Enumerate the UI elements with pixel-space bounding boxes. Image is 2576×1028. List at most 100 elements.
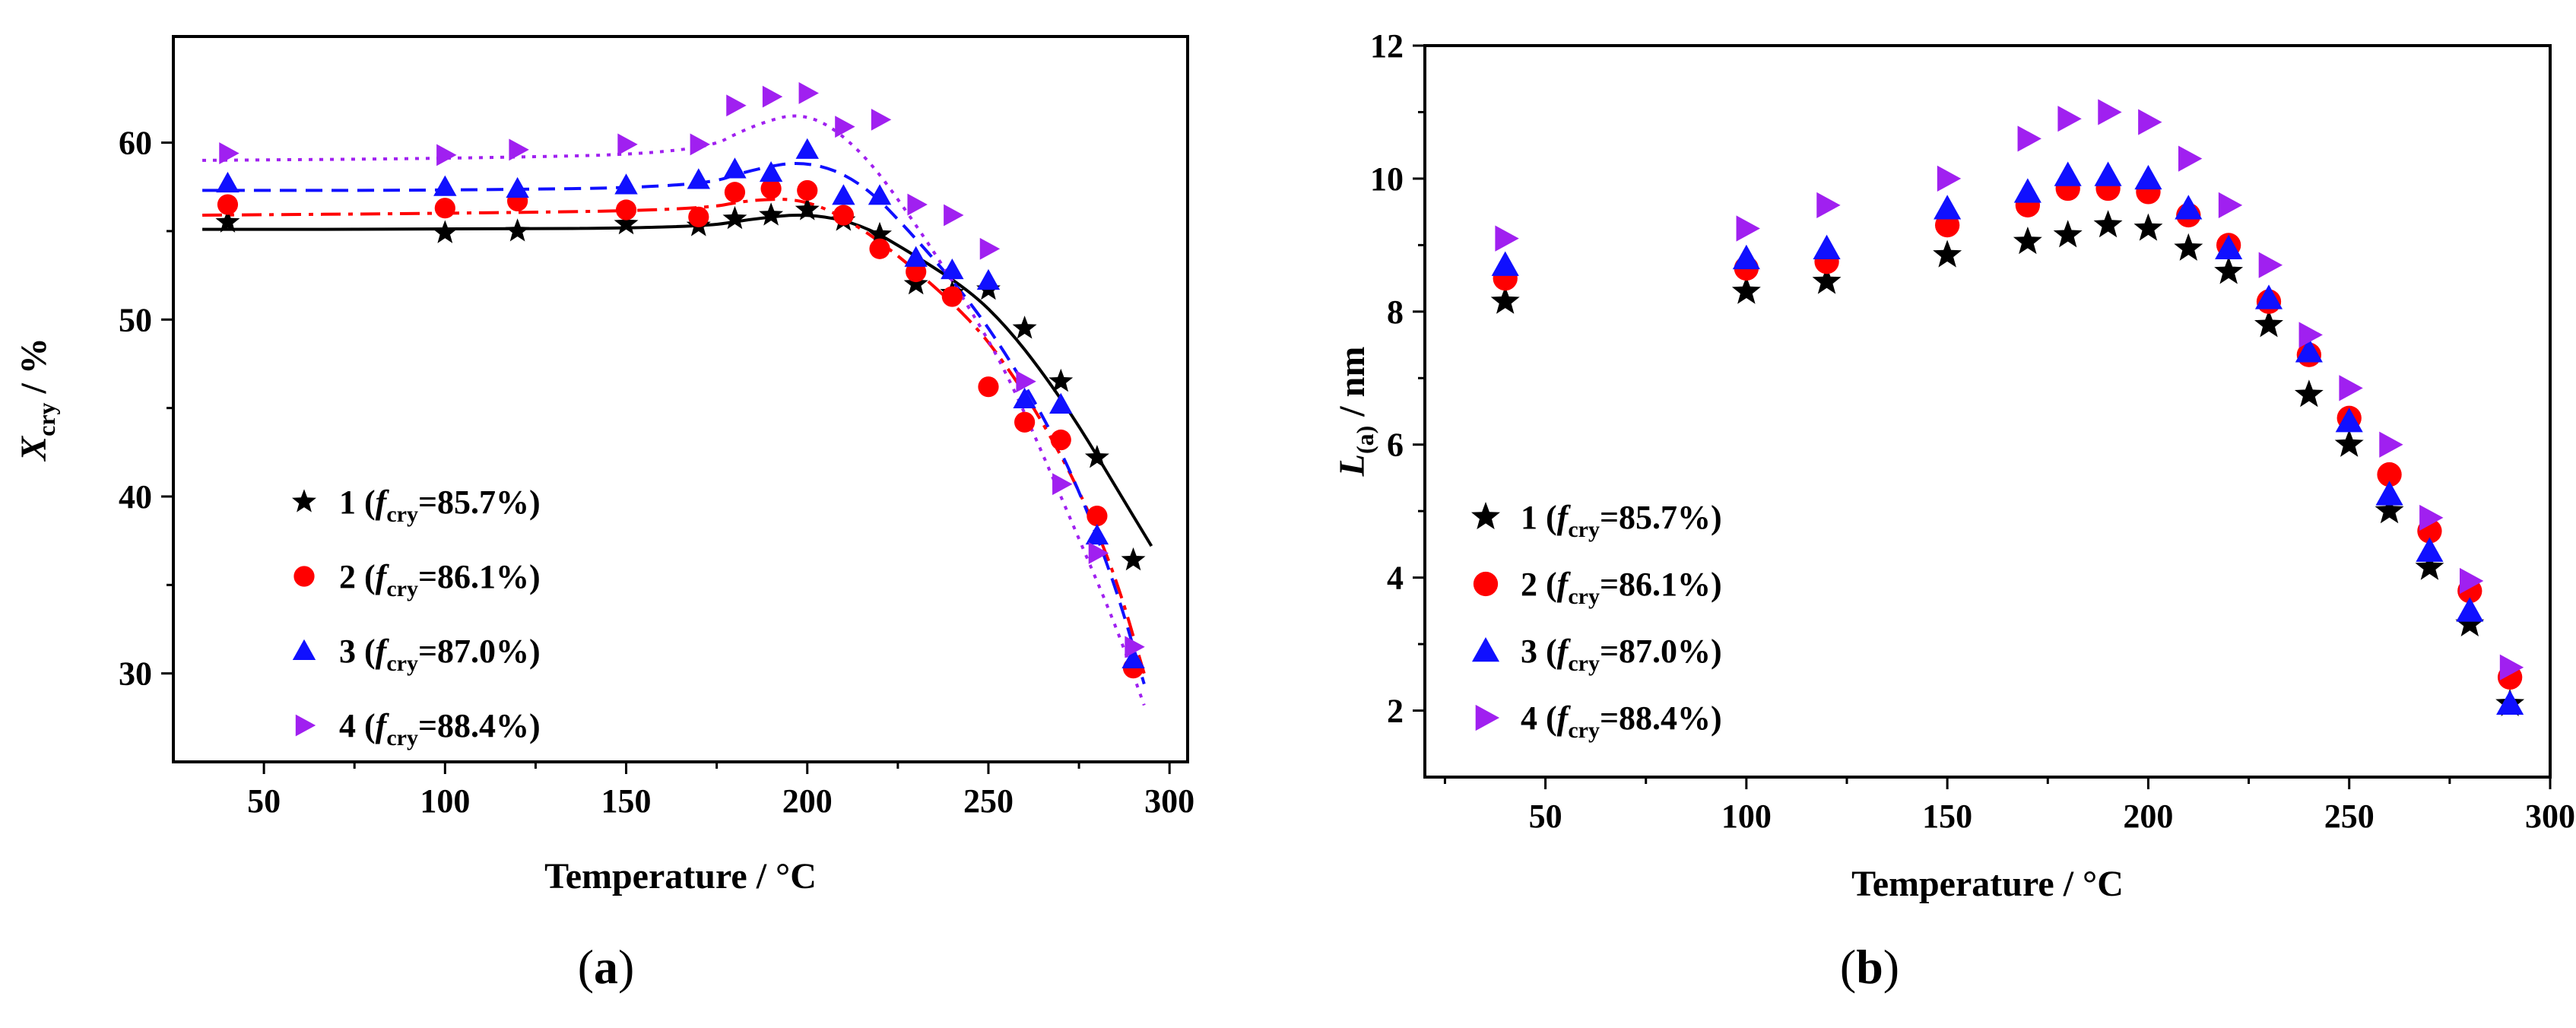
legend-label-series-4: 4 (fcry=88.4%) <box>339 707 541 750</box>
data-point-series-4 <box>219 142 240 164</box>
panel-caption-b: (b) <box>1839 940 1900 994</box>
data-point-series-3 <box>832 184 855 205</box>
data-point-series-3 <box>1049 392 1073 414</box>
legend-label-series-3: 3 (fcry=87.0%) <box>1521 633 1722 676</box>
fit-curve-series-4 <box>202 114 1146 706</box>
legend-label-series-1: 1 (fcry=85.7%) <box>339 484 541 527</box>
panel-letter-a: a <box>594 940 618 994</box>
data-point-series-1 <box>2013 227 2042 255</box>
data-point-series-2 <box>217 194 239 215</box>
data-point-series-3 <box>2013 178 2041 203</box>
data-point-series-2 <box>941 286 963 307</box>
data-point-series-2 <box>760 178 782 199</box>
data-point-series-1 <box>1048 368 1074 392</box>
data-point-series-2 <box>833 205 854 226</box>
series-3-markers <box>1491 161 2524 715</box>
data-point-series-4 <box>1816 192 1841 218</box>
legend: 1 (fcry=85.7%) 2 (fcry=86.1%) 3 (fcry=87.0… <box>292 484 541 750</box>
figure-a: 50 100 150 200 250 300 30 40 50 60 Temperature / °… <box>14 35 1194 994</box>
data-point-series-4 <box>1016 370 1036 393</box>
data-point-series-3 <box>687 168 711 189</box>
x-tick-label: 200 <box>782 782 833 820</box>
x-tick-label: 250 <box>963 782 1014 820</box>
y-tick-label: 2 <box>1387 693 1404 730</box>
data-point-series-3 <box>1934 195 1962 220</box>
data-point-series-4 <box>2258 252 2283 278</box>
fit-curve-series-3 <box>202 162 1146 685</box>
data-point-series-4 <box>2057 106 2082 132</box>
legend-label-series-2: 2 (fcry=86.1%) <box>339 558 541 601</box>
data-point-series-3 <box>2496 690 2524 715</box>
data-point-series-4 <box>2499 654 2524 681</box>
data-point-series-1 <box>2214 256 2244 284</box>
data-point-series-3 <box>1013 387 1036 408</box>
data-point-series-3 <box>1813 234 1841 259</box>
legend-marker-series-1 <box>1471 502 1500 530</box>
data-point-series-4 <box>835 116 855 138</box>
data-point-series-3 <box>614 173 638 195</box>
data-point-series-4 <box>944 204 964 227</box>
y-tick-label: 40 <box>119 478 152 516</box>
data-point-series-1 <box>2455 608 2485 636</box>
x-axis-title: Temperature / °C <box>1851 864 2124 904</box>
data-point-series-1 <box>1012 316 1037 339</box>
data-point-series-1 <box>2053 220 2083 248</box>
data-point-series-2 <box>1087 505 1108 527</box>
data-point-series-3 <box>2375 481 2403 506</box>
data-point-series-4 <box>762 85 783 108</box>
data-point-series-4 <box>1736 215 1760 242</box>
plot-frame <box>1423 44 2552 779</box>
series-2-markers <box>1493 176 2523 690</box>
y-tick-label: 10 <box>1370 160 1404 198</box>
data-point-series-2 <box>2377 462 2402 487</box>
data-point-series-4 <box>2379 431 2403 458</box>
legend-label-series-3: 3 (fcry=87.0%) <box>339 633 541 676</box>
data-point-series-3 <box>2175 195 2203 220</box>
panel-caption-a: (a) <box>577 940 635 994</box>
data-point-series-4 <box>2138 109 2162 135</box>
data-point-series-1 <box>1933 240 1962 268</box>
data-point-series-3 <box>2335 408 2363 433</box>
legend-marker-series-2 <box>293 566 315 587</box>
data-point-series-2 <box>724 182 746 203</box>
data-point-series-1 <box>1490 286 1520 314</box>
data-point-series-1 <box>2334 429 2364 457</box>
data-point-series-3 <box>2094 161 2122 186</box>
legend-marker-series-4 <box>1475 704 1500 731</box>
x-tick-label: 100 <box>420 782 470 820</box>
data-point-series-1 <box>1084 445 1109 468</box>
data-point-series-4 <box>979 237 1001 260</box>
data-point-series-4 <box>1052 473 1073 496</box>
data-point-series-1 <box>1121 547 1146 571</box>
data-point-series-1 <box>795 197 820 221</box>
data-point-series-3 <box>1732 244 1760 270</box>
data-point-series-3 <box>2254 284 2283 309</box>
data-point-series-4 <box>2218 192 2243 218</box>
data-point-series-4 <box>1125 636 1145 658</box>
y-tick-label: 4 <box>1387 560 1404 597</box>
series-4-markers <box>219 82 1145 658</box>
legend: 1 (fcry=85.7%) 2 (fcry=86.1%) 3 (fcry=87.0… <box>1471 499 1722 743</box>
data-point-series-3 <box>759 160 783 182</box>
data-point-series-4 <box>2017 125 2041 152</box>
legend-marker-series-4 <box>295 714 316 737</box>
data-point-series-3 <box>2134 164 2162 190</box>
data-point-series-3 <box>506 176 529 198</box>
data-point-series-2 <box>978 376 999 398</box>
data-point-series-3 <box>723 157 747 179</box>
fit-curve-series-2 <box>202 198 1146 674</box>
data-point-series-4 <box>1937 165 1962 192</box>
chart-a: 50 100 150 200 250 300 30 40 50 60 Temperature / °… <box>14 35 1194 896</box>
data-point-series-3 <box>941 258 964 280</box>
legend-marker-series-1 <box>292 489 316 512</box>
data-point-series-4 <box>871 108 892 131</box>
data-point-series-1 <box>614 211 639 235</box>
data-point-series-4 <box>617 133 638 156</box>
series-2-markers <box>217 178 1144 679</box>
figure-b: 50 100 150 200 250 300 2 4 6 8 10 12 Temperature / °… <box>1288 0 2576 1028</box>
legend-label-series-1: 1 (fcry=85.7%) <box>1521 499 1722 542</box>
data-point-series-1 <box>2294 379 2324 408</box>
data-point-series-1 <box>1812 266 1842 294</box>
y-tick-label: 60 <box>119 125 152 162</box>
data-point-series-1 <box>759 202 784 226</box>
